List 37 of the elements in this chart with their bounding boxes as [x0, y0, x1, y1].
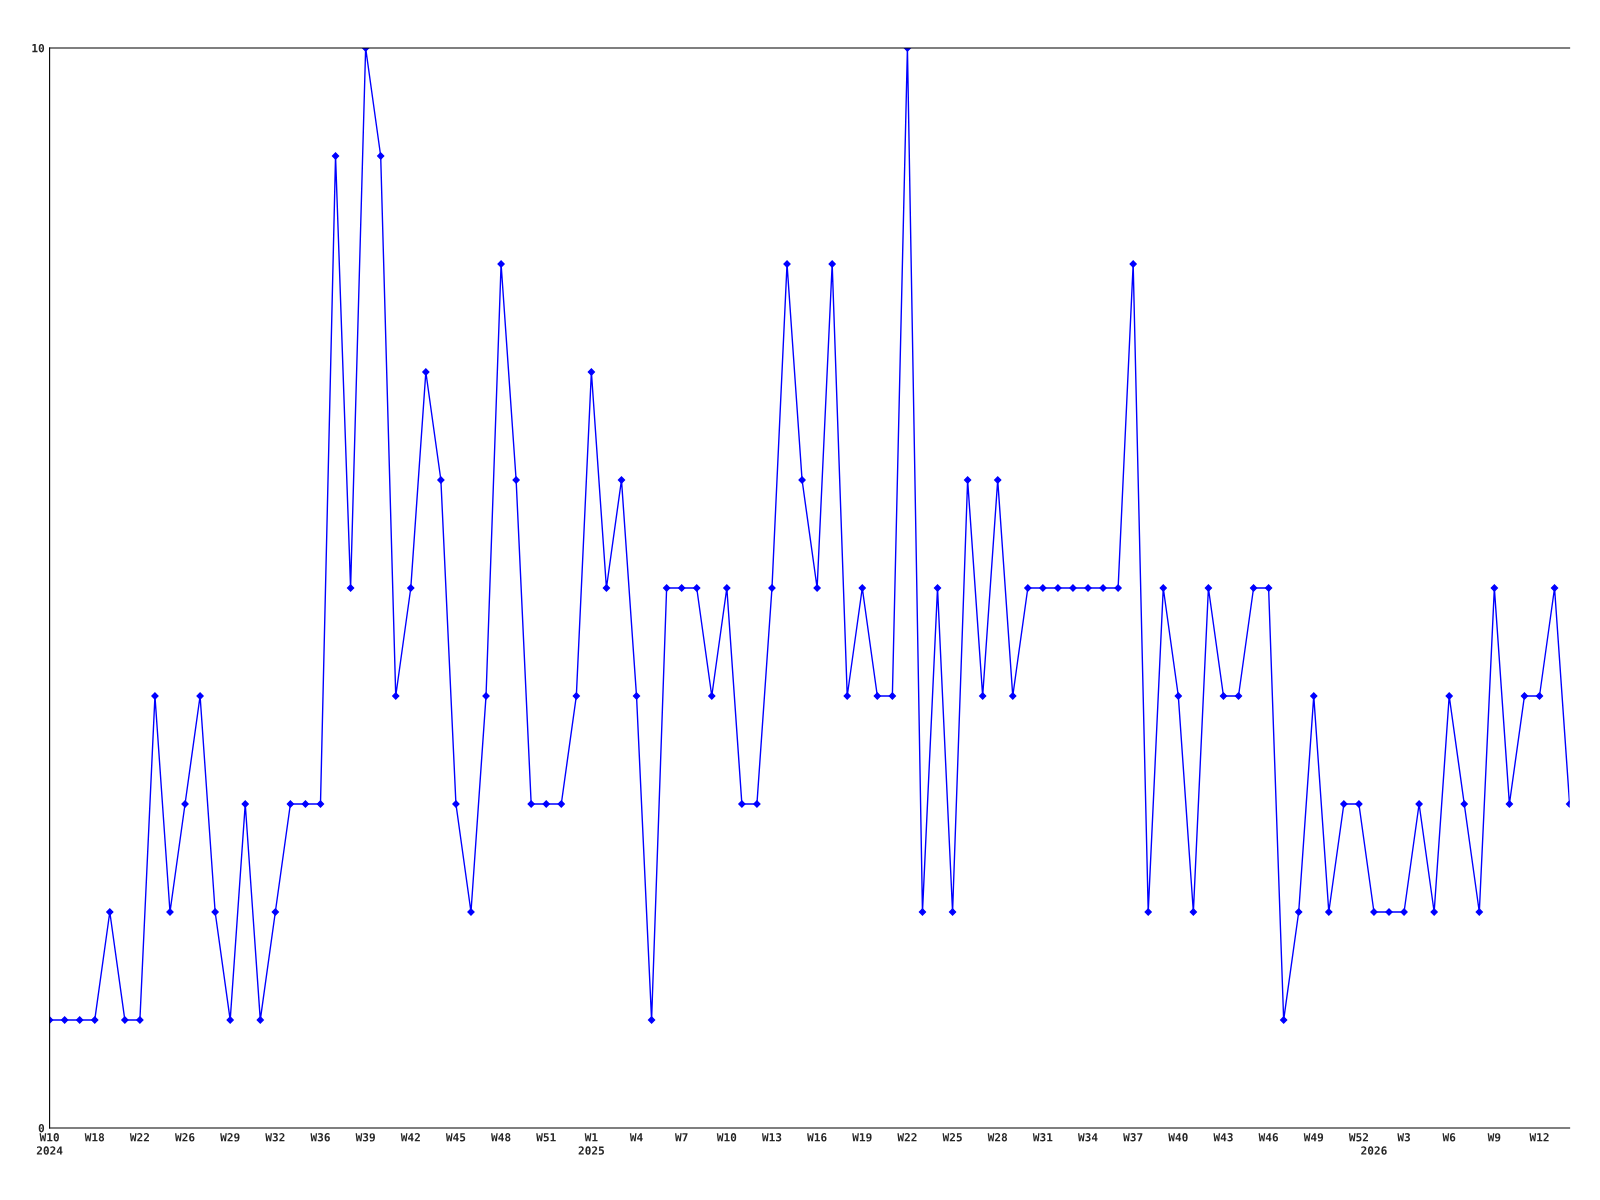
x-tick-label: W18 — [84, 1133, 105, 1142]
x-tick-label: W16 — [807, 1133, 827, 1142]
x-tick-label: W13 — [761, 1133, 782, 1142]
x-tick-label: W45 — [445, 1133, 466, 1142]
x-tick-label: W48 — [491, 1133, 511, 1142]
x-tick-label: W34 — [1077, 1133, 1098, 1142]
x-tick-label: W46 — [1258, 1133, 1279, 1142]
x-tick-label: W19 — [852, 1133, 872, 1142]
x-tick-label: W49 — [1303, 1133, 1324, 1142]
x-tick-label: W31 — [1032, 1133, 1053, 1142]
x-tick-label: W36 — [310, 1133, 330, 1142]
x-tick-label: W25 — [942, 1133, 962, 1142]
x-tick-label: W10 2024 — [36, 1133, 63, 1155]
x-tick-label: W22 — [129, 1133, 150, 1142]
x-tick-label: W37 — [1123, 1133, 1143, 1142]
x-tick-label: W3 — [1397, 1133, 1411, 1142]
x-tick-label: W7 — [674, 1133, 688, 1142]
x-tick-label: W1 2025 — [578, 1133, 605, 1155]
x-tick-label: W6 — [1442, 1133, 1456, 1142]
x-tick-label: W22 — [897, 1133, 917, 1142]
y-tick-label: 0 — [38, 1123, 45, 1133]
y-tick-label: 10 — [32, 43, 45, 53]
x-tick-label: W9 — [1487, 1133, 1501, 1142]
x-tick-label: W32 — [265, 1133, 285, 1142]
x-tick-label: W29 — [220, 1133, 240, 1142]
x-tick-label: W10 — [716, 1133, 737, 1142]
x-tick-label: W39 — [355, 1133, 375, 1142]
x-tick-label: W51 — [536, 1133, 556, 1142]
x-tick-label: 2026 — [1361, 1146, 1387, 1155]
x-tick-label: W4 — [629, 1133, 643, 1142]
x-tick-label: W43 — [1213, 1133, 1233, 1142]
x-tick-label: W42 — [400, 1133, 420, 1142]
x-tick-label: W28 — [987, 1133, 1008, 1142]
x-tick-label: W12 — [1529, 1133, 1549, 1142]
x-tick-label: W40 — [1168, 1133, 1188, 1142]
x-tick-label: W26 — [175, 1133, 195, 1142]
x-tick-label: W52 — [1348, 1133, 1369, 1142]
